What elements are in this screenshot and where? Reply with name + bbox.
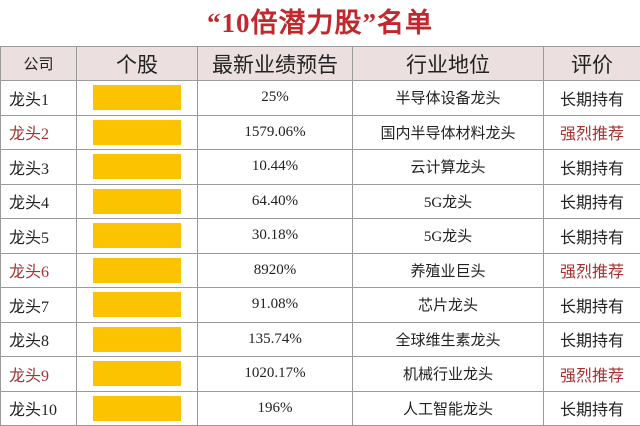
forecast-cell: 135.74% bbox=[198, 322, 353, 357]
industry-cell: 全球维生素龙头 bbox=[353, 322, 544, 357]
forecast-cell: 25% bbox=[198, 81, 353, 116]
forecast-cell: 10.44% bbox=[198, 150, 353, 185]
industry-cell: 国内半导体材料龙头 bbox=[353, 115, 544, 150]
company-cell: 龙头10 bbox=[1, 391, 77, 426]
industry-cell: 机械行业龙头 bbox=[353, 357, 544, 392]
stock-cell bbox=[77, 81, 198, 116]
industry-cell: 芯片龙头 bbox=[353, 288, 544, 323]
forecast-cell: 91.08% bbox=[198, 288, 353, 323]
redaction-block bbox=[93, 154, 181, 179]
table-row: 龙头5 30.18%5G龙头长期持有 bbox=[1, 219, 640, 254]
forecast-cell: 196% bbox=[198, 391, 353, 426]
company-cell: 龙头1 bbox=[1, 81, 77, 116]
stock-cell bbox=[77, 184, 198, 219]
redaction-block bbox=[93, 361, 181, 386]
table-row: 龙头10 196%人工智能龙头长期持有 bbox=[1, 391, 640, 426]
redaction-block bbox=[93, 292, 181, 317]
company-cell: 龙头8 bbox=[1, 322, 77, 357]
industry-cell: 5G龙头 bbox=[353, 184, 544, 219]
table-row: 龙头2 1579.06%国内半导体材料龙头强烈推荐 bbox=[1, 115, 640, 150]
stock-cell bbox=[77, 150, 198, 185]
rating-cell: 长期持有 bbox=[544, 391, 640, 426]
rating-cell: 强烈推荐 bbox=[544, 253, 640, 288]
forecast-cell: 64.40% bbox=[198, 184, 353, 219]
industry-cell: 云计算龙头 bbox=[353, 150, 544, 185]
company-cell: 龙头2 bbox=[1, 115, 77, 150]
page-title: “10倍潜力股”名单 bbox=[0, 0, 640, 46]
rating-cell: 长期持有 bbox=[544, 184, 640, 219]
forecast-cell: 1579.06% bbox=[198, 115, 353, 150]
stock-cell bbox=[77, 115, 198, 150]
header-cell: 个股 bbox=[77, 47, 198, 81]
rating-cell: 强烈推荐 bbox=[544, 115, 640, 150]
table-row: 龙头8 135.74%全球维生素龙头长期持有 bbox=[1, 322, 640, 357]
table-row: 龙头6 8920%养殖业巨头强烈推荐 bbox=[1, 253, 640, 288]
redaction-block bbox=[93, 223, 181, 248]
stock-cell bbox=[77, 357, 198, 392]
table-row: 龙头7 91.08%芯片龙头长期持有 bbox=[1, 288, 640, 323]
stock-cell bbox=[77, 391, 198, 426]
header-cell: 公司 bbox=[1, 47, 77, 81]
table-row: 龙头9 1020.17%机械行业龙头强烈推荐 bbox=[1, 357, 640, 392]
header-cell: 最新业绩预告 bbox=[198, 47, 353, 81]
industry-cell: 养殖业巨头 bbox=[353, 253, 544, 288]
header-cell: 评价 bbox=[544, 47, 640, 81]
industry-cell: 人工智能龙头 bbox=[353, 391, 544, 426]
rating-cell: 长期持有 bbox=[544, 81, 640, 116]
stock-cell bbox=[77, 288, 198, 323]
rating-cell: 长期持有 bbox=[544, 288, 640, 323]
forecast-cell: 8920% bbox=[198, 253, 353, 288]
forecast-cell: 1020.17% bbox=[198, 357, 353, 392]
redaction-block bbox=[93, 396, 181, 421]
stock-cell bbox=[77, 322, 198, 357]
redaction-block bbox=[93, 120, 181, 145]
rating-cell: 长期持有 bbox=[544, 150, 640, 185]
rating-cell: 长期持有 bbox=[544, 322, 640, 357]
company-cell: 龙头6 bbox=[1, 253, 77, 288]
company-cell: 龙头3 bbox=[1, 150, 77, 185]
redaction-block bbox=[93, 258, 181, 283]
industry-cell: 半导体设备龙头 bbox=[353, 81, 544, 116]
stock-cell bbox=[77, 219, 198, 254]
company-cell: 龙头7 bbox=[1, 288, 77, 323]
industry-cell: 5G龙头 bbox=[353, 219, 544, 254]
header-row: 公司 个股 最新业绩预告 行业地位 评价 bbox=[1, 47, 640, 81]
company-cell: 龙头4 bbox=[1, 184, 77, 219]
redaction-block bbox=[93, 327, 181, 352]
company-cell: 龙头9 bbox=[1, 357, 77, 392]
table-row: 龙头3 10.44%云计算龙头长期持有 bbox=[1, 150, 640, 185]
table-row: 龙头1 25%半导体设备龙头长期持有 bbox=[1, 81, 640, 116]
rating-cell: 长期持有 bbox=[544, 219, 640, 254]
forecast-cell: 30.18% bbox=[198, 219, 353, 254]
redaction-block bbox=[93, 189, 181, 214]
rating-cell: 强烈推荐 bbox=[544, 357, 640, 392]
stock-cell bbox=[77, 253, 198, 288]
table-row: 龙头4 64.40%5G龙头长期持有 bbox=[1, 184, 640, 219]
redaction-block bbox=[93, 85, 181, 110]
header-cell: 行业地位 bbox=[353, 47, 544, 81]
company-cell: 龙头5 bbox=[1, 219, 77, 254]
